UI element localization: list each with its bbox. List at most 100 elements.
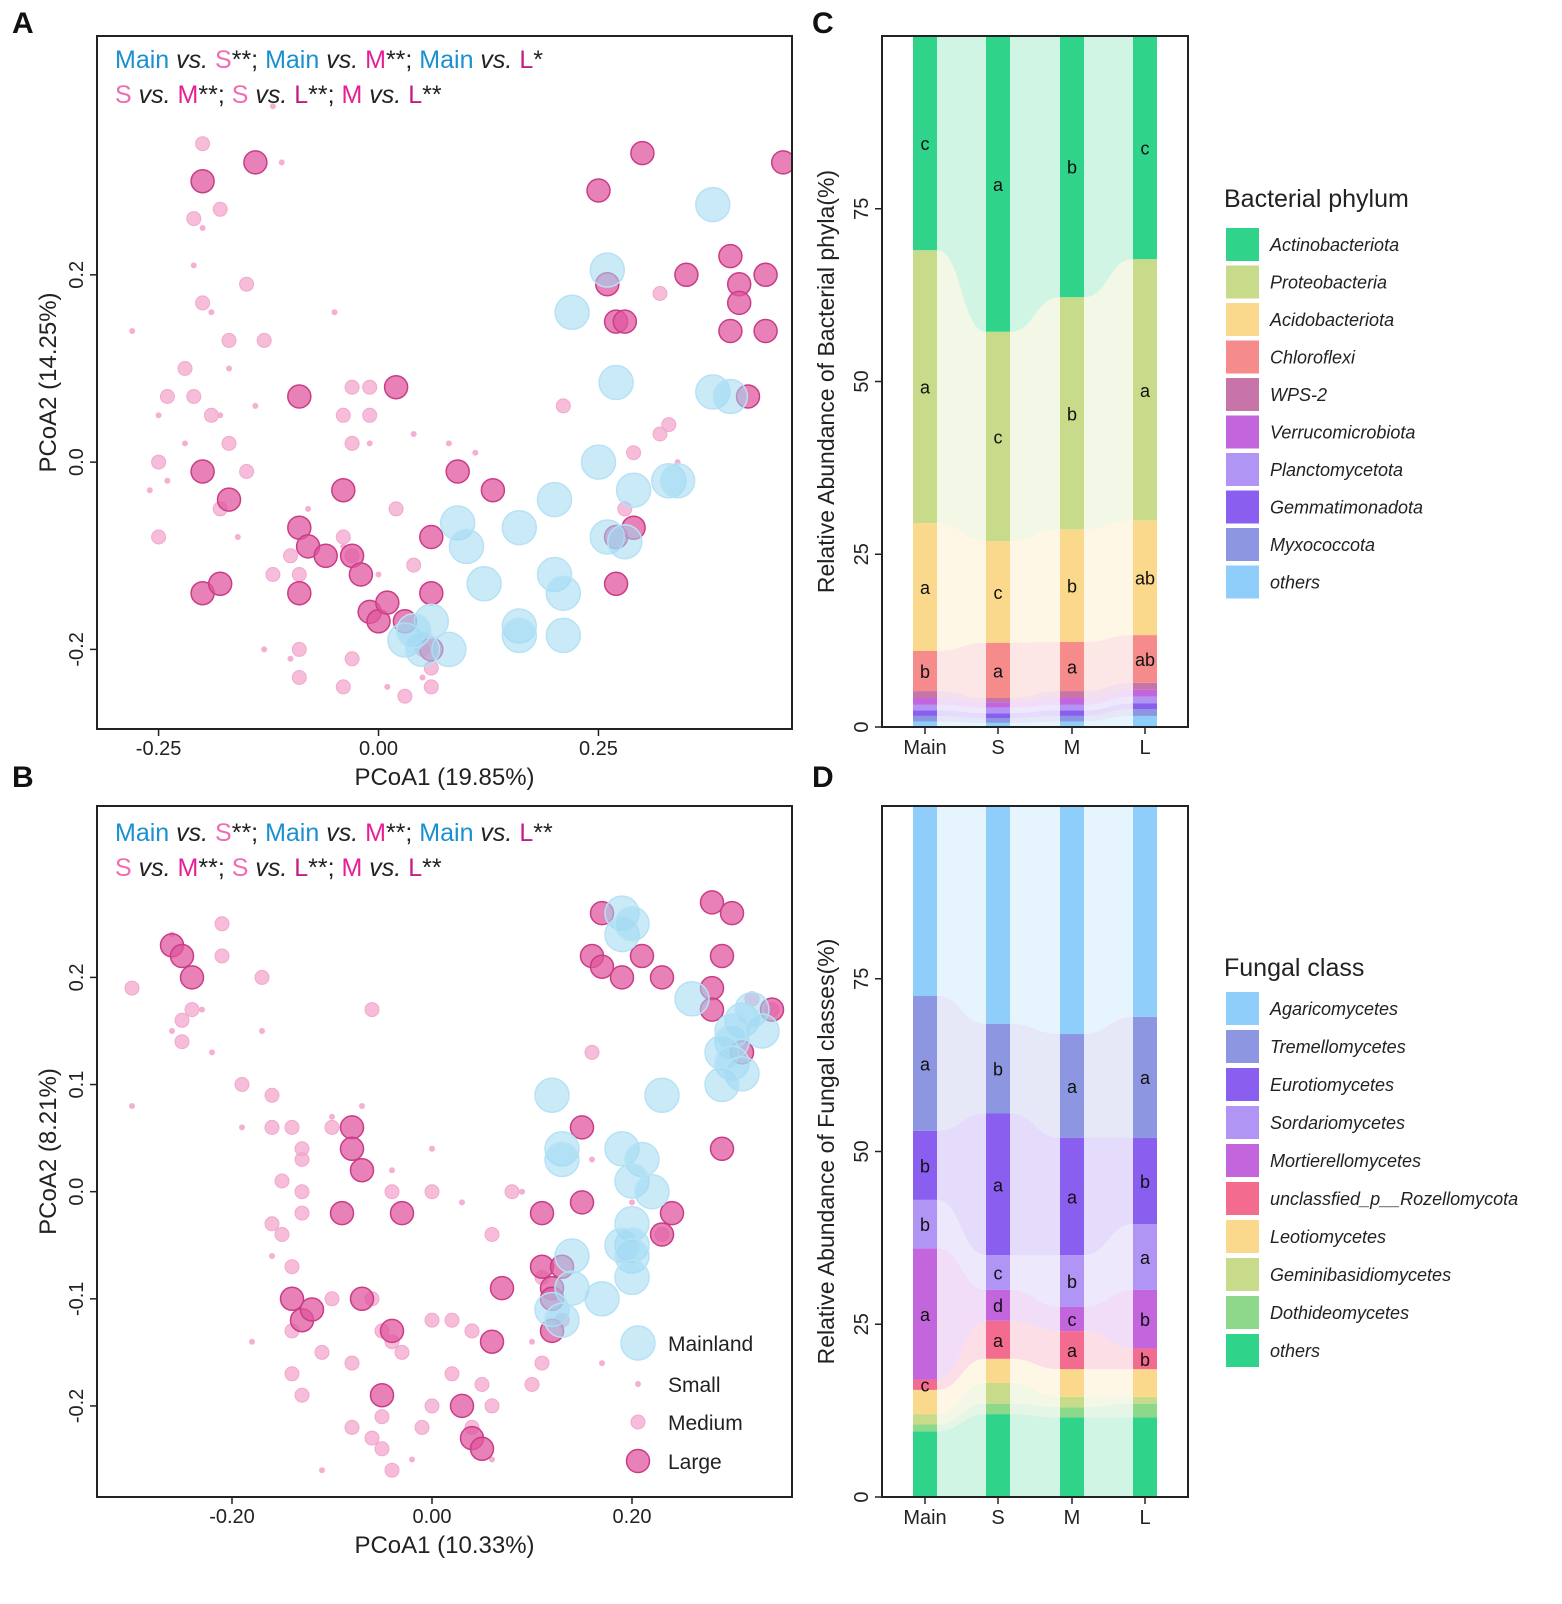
point-medium [344, 651, 360, 667]
annotation-segment: vs. [319, 819, 365, 847]
point-medium [284, 1119, 300, 1135]
flow-band-planctomycetota [1010, 704, 1060, 714]
bar-segment-proteobacteria [1060, 297, 1084, 530]
bar-segment-eurotiomycetes [1133, 1137, 1157, 1225]
point-small [199, 1006, 205, 1013]
flow-band-chloroflexi [1010, 642, 1060, 698]
point-medium [214, 916, 230, 932]
bar-segment-wps-2 [913, 691, 937, 698]
legend-key-large [625, 1448, 651, 1474]
bar-segment-mortierellomycetes [986, 1289, 1010, 1321]
annotation-segment: vs. [169, 46, 215, 74]
annotation-segment: S [115, 854, 132, 882]
point-large [699, 890, 725, 915]
point-large [709, 943, 735, 969]
annotation-segment: S [115, 81, 132, 109]
significance-letter: c [1141, 139, 1150, 159]
category-label: M [1064, 1507, 1081, 1529]
point-small [129, 328, 136, 334]
legend-swatch [1226, 1220, 1259, 1253]
point-small [190, 262, 197, 269]
legend-key-mainland [620, 1325, 656, 1361]
bar-segment-geminibasidiomycetes [1133, 1396, 1157, 1404]
bar-segment-sordariomycetes [1060, 1255, 1084, 1307]
flow-band-myxococcota [1010, 715, 1060, 723]
bar-segment-geminibasidiomycetes [1060, 1396, 1084, 1408]
annotation-segment: Main [115, 46, 169, 74]
bar-segment-eurotiomycetes [913, 1130, 937, 1200]
bar-segment-dothideomycetes [1060, 1407, 1084, 1418]
bar-segment-dothideomycetes [913, 1424, 937, 1432]
y-tick-label: -0.2 [66, 632, 88, 666]
point-medium [184, 1002, 200, 1018]
bar-segment-gemmatimonadota [1060, 710, 1084, 716]
point-medium [265, 567, 281, 582]
point-medium [484, 1227, 500, 1242]
significance-letter: d [993, 1296, 1003, 1316]
point-large [569, 1115, 595, 1140]
point-small [589, 1156, 595, 1163]
flow-band-leotiomycetes [1010, 1358, 1060, 1397]
bar-segment-unclassfied_p__rozellomycota [1133, 1348, 1157, 1370]
x-tick-label: -0.20 [209, 1506, 255, 1528]
y-tick-label: 25 [851, 1313, 873, 1335]
point-medium [424, 1184, 440, 1200]
bar-segment-others [986, 1414, 1010, 1497]
legend-label: Chloroflexi [1270, 348, 1356, 368]
point-mainland [580, 444, 617, 480]
bar-segment-eurotiomycetes [1060, 1137, 1084, 1256]
flow-band-myxococcota [937, 715, 986, 723]
annotation-segment: vs. [473, 46, 519, 74]
significance-letter: b [1067, 404, 1077, 424]
point-medium [291, 670, 307, 685]
panel-label-a: A [12, 7, 34, 40]
point-large [179, 965, 205, 990]
point-small [199, 225, 206, 231]
point-mainland [674, 981, 710, 1017]
bar-segment-tremellomycetes [913, 996, 937, 1131]
y-tick-label: 50 [851, 370, 873, 392]
legend-label: Acidobacteriota [1269, 310, 1394, 330]
point-medium [254, 969, 270, 985]
point-large [753, 318, 778, 344]
legend-swatch [1226, 565, 1259, 599]
annotation-segment: Main [419, 46, 473, 74]
annotation-segment: M [365, 46, 386, 74]
point-medium [474, 1377, 490, 1392]
legend-label: others [1270, 573, 1320, 593]
flow-band-sordariomycetes [1084, 1224, 1133, 1307]
point-large [190, 168, 215, 194]
point-small [278, 159, 285, 166]
bar-segment-verrucomicrobiota [1133, 689, 1157, 697]
point-small [305, 505, 312, 512]
flow-band-actinobacteriota [937, 36, 986, 332]
legend-label: Leotiomycetes [1270, 1227, 1386, 1247]
point-medium [374, 1409, 390, 1425]
significance-letter: b [1067, 1272, 1077, 1292]
point-medium [335, 529, 351, 545]
point-mainland [554, 294, 590, 331]
y-tick-label: 0.0 [66, 1178, 88, 1206]
bar-segment-proteobacteria [1133, 259, 1157, 521]
annotation-segment: M [342, 81, 363, 109]
flow-band-sordariomycetes [1010, 1255, 1060, 1307]
y-tick-label: 25 [851, 543, 873, 565]
point-medium [274, 1227, 290, 1242]
point-medium [174, 1012, 190, 1028]
significance-letter: c [921, 1376, 930, 1396]
point-large [287, 384, 312, 409]
point-mainland [598, 364, 634, 401]
flow-bands [937, 36, 1133, 727]
point-medium [374, 1441, 390, 1457]
bar-segment-myxococcota [986, 718, 1010, 723]
point-small [410, 431, 417, 437]
legend-label: Medium [668, 1412, 743, 1435]
significance-letter: b [1067, 158, 1077, 178]
point-mainland [448, 528, 485, 565]
flow-band-actinobacteriota [1010, 36, 1060, 332]
point-large [649, 965, 675, 990]
legend-label: Verrucomicrobiota [1270, 423, 1415, 443]
point-small [234, 534, 241, 540]
legend-swatch [1226, 528, 1259, 561]
